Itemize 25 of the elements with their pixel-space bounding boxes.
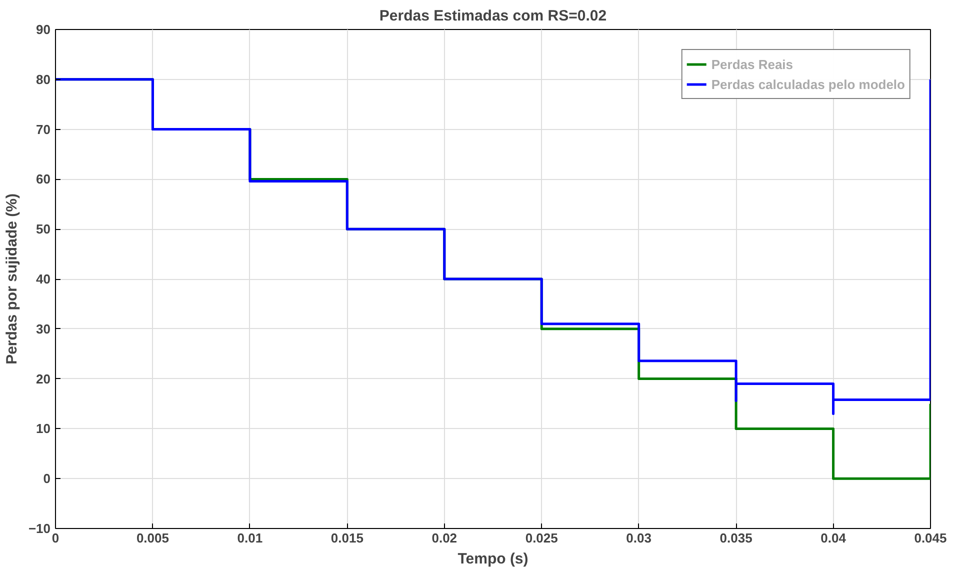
chart-title: Perdas Estimadas com RS=0.02	[379, 8, 607, 24]
x-tick-label: 0.02	[432, 530, 458, 546]
x-tick-label: 0.01	[237, 530, 263, 546]
y-tick-label: 20	[36, 371, 51, 386]
x-tick-label: 0.035	[720, 530, 752, 546]
x-tick-label: 0.04	[820, 530, 847, 546]
y-tick-label: 80	[36, 72, 51, 87]
y-axis-title: Perdas por sujidade (%)	[3, 194, 20, 364]
y-tick-label: 60	[36, 172, 51, 187]
legend-label: Perdas Reais	[711, 56, 794, 72]
y-tick-label: 50	[36, 222, 51, 237]
legend-label: Perdas calculadas pelo modelo	[711, 76, 905, 92]
y-tick-label: −10	[28, 521, 51, 536]
y-tick-label: 70	[36, 122, 51, 137]
y-tick-label: 40	[36, 272, 51, 286]
x-tick-label: 0.045	[914, 530, 947, 546]
y-tick-label: 30	[36, 321, 51, 336]
x-tick-label: 0.005	[136, 530, 170, 546]
x-tick-label: 0.025	[525, 530, 558, 546]
x-tick-label: 0.015	[330, 530, 364, 546]
y-tick-label: 0	[43, 471, 51, 486]
y-tick-label: 90	[36, 22, 51, 37]
y-tick-label: 10	[36, 421, 51, 436]
x-axis-title: Tempo (s)	[458, 550, 528, 568]
x-tick-label: 0.03	[626, 530, 652, 546]
